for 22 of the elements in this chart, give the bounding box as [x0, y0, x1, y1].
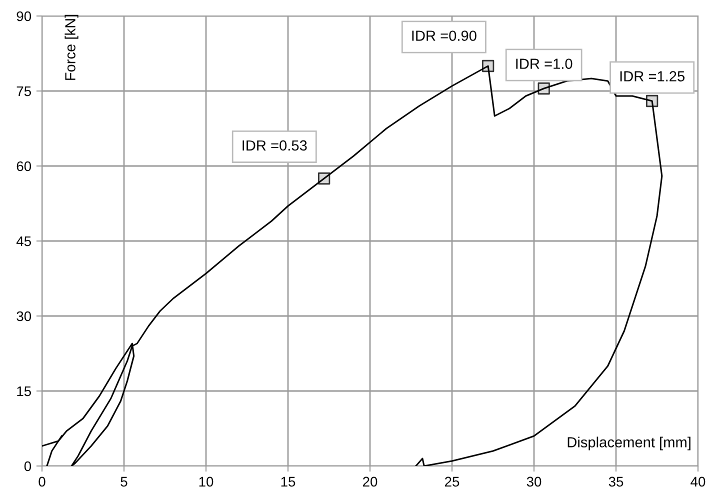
annotation: IDR =1.25 — [620, 71, 685, 82]
annotation: IDR =1.0 — [516, 58, 572, 69]
annotation: IDR =0.53 — [242, 140, 307, 151]
x-tick-label: 20 — [362, 476, 378, 487]
y-tick-label: 45 — [16, 236, 32, 246]
x-tick-label: 5 — [120, 476, 128, 487]
x-tick-label: 0 — [38, 476, 46, 487]
y-tick-label: 30 — [16, 311, 32, 322]
x-tick-label: 35 — [608, 476, 624, 487]
x-tick-label: 40 — [690, 476, 706, 487]
y-tick-label: 15 — [17, 386, 32, 396]
annotation: IDR =0.90 — [412, 30, 476, 41]
x-tick-label: 15 — [281, 476, 296, 487]
x-tick-label: 25 — [444, 476, 460, 487]
x-tick-label: 30 — [526, 476, 542, 487]
y-tick-label: 60 — [16, 161, 32, 172]
x-axis-title: Displacement [mm] — [568, 436, 690, 450]
x-tick-label: 10 — [199, 476, 214, 487]
y-tick-label: 75 — [16, 86, 32, 96]
y-tick-label: 0 — [24, 461, 32, 472]
y-axis-title: Force [kN] — [64, 14, 78, 80]
y-tick-label: 90 — [16, 11, 32, 22]
